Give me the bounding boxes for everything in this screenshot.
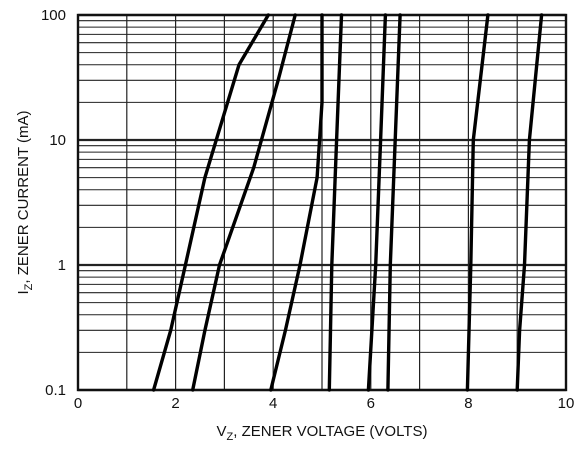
series-line-4	[327, 13, 344, 392]
x-tick-label: 10	[558, 395, 575, 412]
x-tick-label: 6	[367, 395, 375, 412]
series-line-3	[269, 13, 324, 392]
y-tick-label: 10	[49, 132, 66, 149]
series-line-6	[386, 13, 402, 392]
axis-titles: VZ, ZENER VOLTAGE (VOLTS) IZ, ZENER CURRE…	[15, 111, 427, 443]
x-tick-label: 0	[74, 395, 82, 412]
tick-labels: 0 2 4 6 8 10 0.1 1 10 100	[41, 7, 574, 412]
x-tick-label: 4	[269, 395, 277, 412]
y-tick-label: 1	[58, 257, 66, 274]
series-line-7	[465, 13, 490, 392]
series-layer	[151, 13, 544, 392]
series-line-8	[515, 13, 544, 392]
x-tick-label: 8	[464, 395, 472, 412]
x-tick-label: 2	[171, 395, 179, 412]
y-tick-label: 0.1	[45, 382, 66, 399]
series-line-2	[191, 13, 297, 392]
series-line-5	[366, 13, 388, 392]
y-axis-title: IZ, ZENER CURRENT (mA)	[15, 111, 35, 295]
series-line-1	[151, 13, 270, 392]
x-axis-title: VZ, ZENER VOLTAGE (VOLTS)	[217, 423, 428, 443]
y-tick-label: 100	[41, 7, 66, 24]
